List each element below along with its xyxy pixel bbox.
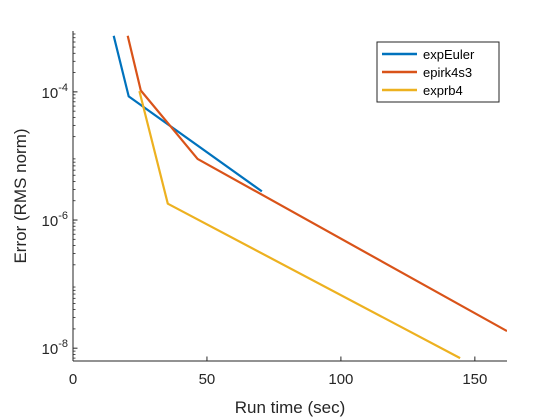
x-tick-label: 50 [199, 371, 216, 388]
x-tick-label: 150 [462, 371, 487, 388]
legend-label-exprb4: exprb4 [423, 83, 463, 98]
y-tick-label: 10-4 [42, 82, 68, 102]
legend-label-epirk4s3: epirk4s3 [423, 65, 472, 80]
axes: 0 50 100 150 10-8 10-6 10-4 [42, 31, 507, 388]
legend-label-expEuler: expEuler [423, 47, 475, 62]
series-line-expEuler [112, 35, 263, 193]
y-tick-label: 10-8 [42, 338, 68, 358]
series-line-epirk4s3 [126, 35, 507, 333]
x-tick-label: 0 [69, 371, 77, 388]
y-axis-label: Error (RMS norm) [11, 128, 30, 263]
legend: expEuler epirk4s3 exprb4 [376, 41, 500, 103]
x-tick-label: 100 [328, 371, 353, 388]
y-tick-label: 10-6 [42, 210, 68, 230]
series-layer [112, 35, 507, 360]
x-axis-label: Run time (sec) [235, 398, 346, 417]
series-line-exprb4 [138, 90, 461, 360]
